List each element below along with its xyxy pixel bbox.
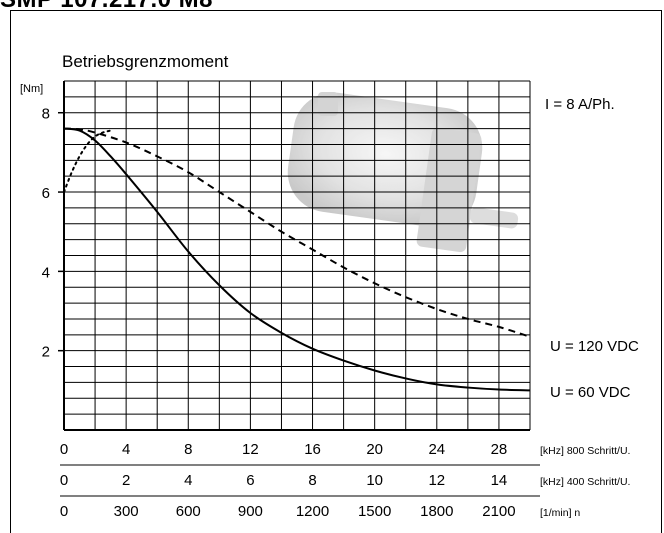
series-line-start-curve [63,129,112,194]
x-tick-label: 2100 [482,503,515,520]
legend-120vdc: U = 120 VDC [550,338,639,355]
motor-image [287,92,519,253]
x-tick-label: 2 [122,472,130,489]
series-line-60vdc [63,127,531,392]
series-line-120vdc [63,127,531,338]
x-tick-label: 16 [304,441,321,458]
x-tick-label: 0 [60,503,68,520]
x-tick-label: 24 [428,441,445,458]
y-axis-ticks: 2 4 6 8 [42,106,64,361]
x-axis-label: [1/min] n [540,507,580,519]
y-tick-label: 8 [42,106,50,123]
x-tick-label: 0 [60,472,68,489]
x-tick-label: 4 [122,441,130,458]
x-axis-label: [kHz] 400 Schritt/U. [540,476,630,488]
legend-60vdc: U = 60 VDC [550,384,631,401]
x-tick-label: 4 [184,472,192,489]
x-tick-label: 20 [366,441,383,458]
chart-frame [10,10,662,533]
x-axes: 0 4 8 12 16 20 24 28 [kHz] 800 Schritt/U.0 2 4 6 8 10… [60,441,631,520]
x-tick-label: 12 [428,472,445,489]
x-tick-label: 900 [238,503,263,520]
motor-model-title: SMP 107.217.0 M8 [0,0,213,14]
y-tick-label: 2 [42,344,50,361]
x-tick-label: 600 [176,503,201,520]
chart-title: Betriebsgrenzmoment [62,52,229,71]
chart-series [63,127,531,392]
x-tick-label: 1500 [358,503,391,520]
x-tick-label: 300 [114,503,139,520]
x-tick-label: 6 [246,472,254,489]
x-axis-label: [kHz] 800 Schritt/U. [540,445,630,457]
x-tick-label: 8 [308,472,316,489]
x-tick-label: 1800 [420,503,453,520]
x-tick-label: 10 [366,472,383,489]
x-tick-label: 28 [491,441,508,458]
x-tick-label: 14 [491,472,508,489]
y-tick-label: 6 [42,185,50,202]
y-axis-label: [Nm] [20,83,43,95]
x-tick-label: 8 [184,441,192,458]
y-tick-label: 4 [42,264,50,281]
current-annotation: I = 8 A/Ph. [545,96,615,113]
x-tick-label: 12 [242,441,259,458]
x-tick-label: 0 [60,441,68,458]
x-tick-label: 1200 [296,503,329,520]
